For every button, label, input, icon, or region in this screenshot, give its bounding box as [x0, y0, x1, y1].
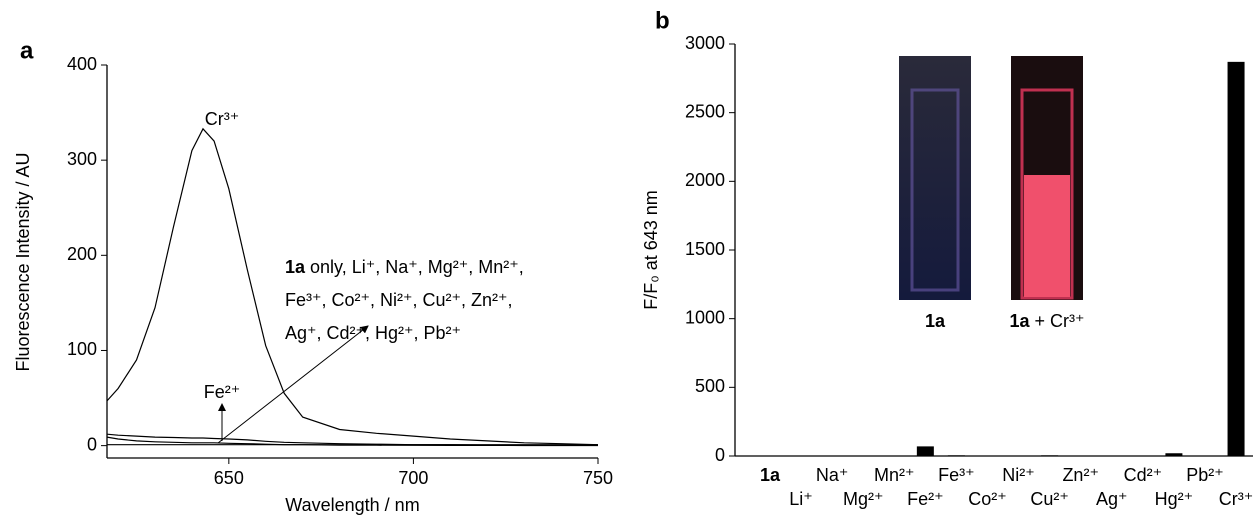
- bar: [916, 446, 934, 456]
- y-tick-label: 0: [715, 445, 725, 465]
- x-tick-label: Na⁺: [816, 465, 849, 485]
- x-tick-label: Hg²⁺: [1155, 489, 1194, 509]
- caption-bold: 1a: [1009, 311, 1030, 331]
- caption-text: + Cr³⁺: [1030, 311, 1085, 331]
- annotation: Ag⁺, Cd²⁺, Hg²⁺, Pb²⁺: [285, 323, 461, 343]
- annotation: Cr³⁺: [205, 109, 240, 129]
- bar: [1165, 453, 1183, 456]
- arrow: [217, 325, 369, 444]
- y-tick-label: 500: [695, 376, 725, 396]
- y-tick-label: 300: [67, 149, 97, 169]
- bar: [1227, 61, 1245, 456]
- annotation: Fe²⁺: [204, 382, 241, 402]
- bar: [1041, 455, 1059, 456]
- annotation-text: Fe³⁺, Co²⁺, Ni²⁺, Cu²⁺, Zn²⁺,: [285, 290, 513, 310]
- annotation-bold: 1a: [285, 257, 306, 277]
- x-tick-label: Ni²⁺: [1002, 465, 1035, 485]
- annotation-text: only, Li⁺, Na⁺, Mg²⁺, Mn²⁺,: [305, 257, 524, 277]
- x-tick-label: Cr³⁺: [1219, 489, 1254, 509]
- x-tick-label: Mn²⁺: [874, 465, 915, 485]
- x-tick-label: Zn²⁺: [1062, 465, 1099, 485]
- vial: [1020, 88, 1074, 300]
- x-tick-label: Cd²⁺: [1124, 465, 1163, 485]
- line: [106, 127, 599, 446]
- vial-solution: [1024, 175, 1070, 297]
- y-tick-label: 2000: [685, 170, 725, 190]
- y-tick-label: 2500: [685, 101, 725, 121]
- inset-caption: 1a + Cr³⁺: [1009, 311, 1084, 331]
- y-tick-label: 1500: [685, 239, 725, 259]
- x-tick-label: 650: [214, 468, 244, 488]
- x-tick-label: 750: [583, 468, 613, 488]
- x-tick-label: Cu²⁺: [1030, 489, 1069, 509]
- y-tick-label: 200: [67, 244, 97, 264]
- x-tick-label: Pb²⁺: [1186, 465, 1224, 485]
- caption-bold: 1a: [925, 311, 946, 331]
- bar: [947, 455, 965, 456]
- x-tick-label: Ag⁺: [1096, 489, 1128, 509]
- panel-label: a: [20, 37, 34, 64]
- inset-caption: 1a: [925, 311, 946, 331]
- y-tick-label: 3000: [685, 33, 725, 53]
- y-tick-label: 0: [87, 434, 97, 454]
- annotation-text: Ag⁺, Cd²⁺, Hg²⁺, Pb²⁺: [285, 323, 461, 343]
- y-axis-title: Fluorescence Intensity / AU: [13, 152, 33, 371]
- y-tick-label: 1000: [685, 307, 725, 327]
- y-tick-label: 100: [67, 339, 97, 359]
- y-tick-label: 400: [67, 54, 97, 74]
- x-tick-label: 700: [398, 468, 428, 488]
- x-tick-label: Li⁺: [789, 489, 813, 509]
- annotation: 1a only, Li⁺, Na⁺, Mg²⁺, Mn²⁺,: [285, 257, 524, 277]
- line: [106, 433, 599, 446]
- y-axis-title: F/F₀ at 643 nm: [641, 190, 661, 310]
- x-tick-label: Co²⁺: [968, 489, 1007, 509]
- x-tick-label: Fe²⁺: [907, 489, 944, 509]
- annotation: Fe³⁺, Co²⁺, Ni²⁺, Cu²⁺, Zn²⁺,: [285, 290, 513, 310]
- x-tick-label: Mg²⁺: [843, 489, 884, 509]
- x-tick-label: Fe³⁺: [938, 465, 975, 485]
- vial: [910, 88, 960, 292]
- x-tick-label: 1a: [760, 465, 781, 485]
- x-axis-title: Wavelength / nm: [285, 495, 419, 515]
- panel-label: b: [655, 7, 670, 34]
- inset-photo: [899, 56, 971, 300]
